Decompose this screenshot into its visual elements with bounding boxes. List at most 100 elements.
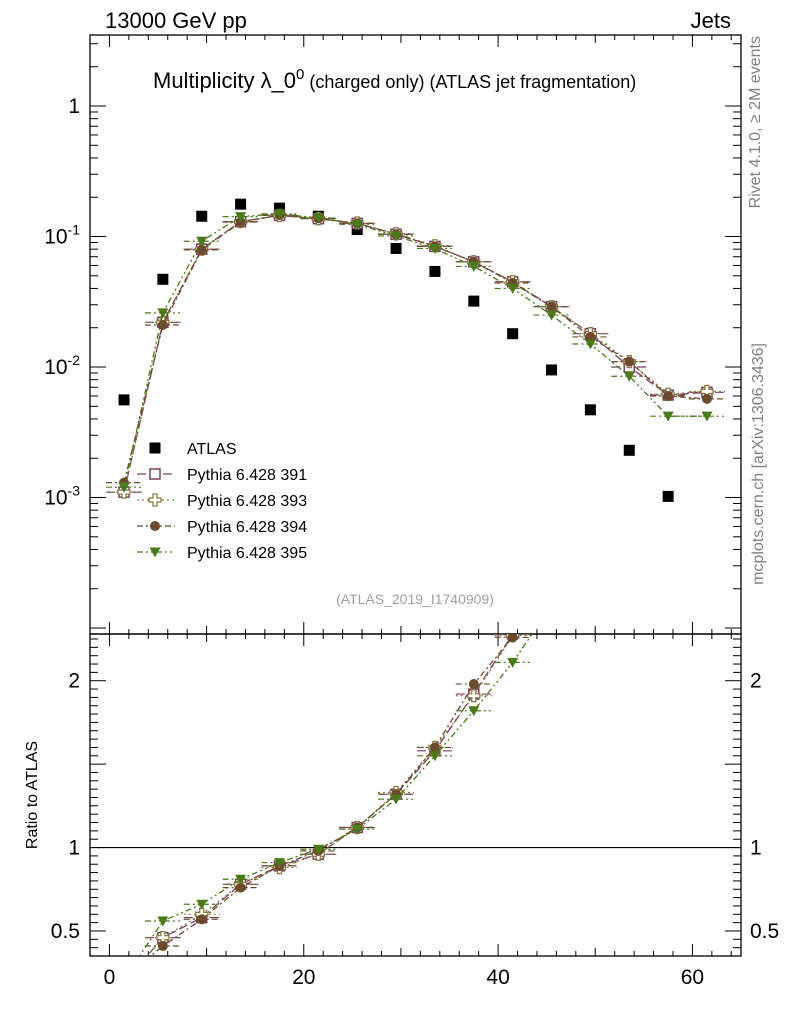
data-point-p395 (390, 231, 402, 242)
ratio-point-p394 (468, 679, 479, 690)
ratio-y-tick-label: 0.5 (51, 920, 80, 943)
legend-marker-p391 (149, 468, 161, 480)
x-tick-label: 0 (104, 966, 116, 989)
data-point-p395 (701, 411, 713, 422)
ratio-y-tick-label: 2 (68, 670, 80, 693)
data-point-data (273, 202, 285, 214)
data-point-p394 (663, 390, 674, 401)
ratio-point-p394 (429, 742, 440, 753)
ratio-series-group (118, 601, 557, 989)
data-point-data (118, 394, 130, 406)
ratio-point-p394 (119, 973, 129, 983)
data-point-data (507, 328, 519, 340)
data-point-p395 (468, 261, 480, 272)
collision-label: 13000 GeV pp (105, 8, 247, 33)
series-line-p395 (123, 213, 707, 488)
data-point-p395 (157, 308, 169, 319)
ratio-point-p395 (429, 751, 441, 762)
ratio-point-p395 (196, 899, 208, 910)
ratio-y-tick-label: 0.5 (750, 920, 779, 943)
ratio-line-p391 (146, 634, 514, 956)
legend-marker-p395 (149, 547, 161, 558)
ratio-panel-frame (89, 633, 742, 957)
chart-title-main: Multiplicity λ_0 (153, 68, 296, 93)
data-point-p395 (584, 339, 596, 350)
x-tick-label: 60 (681, 966, 704, 989)
axes-group: 0 20 40 60 10-3 10-2 10-1 1 0.5 0.5 1 1 2 2 (44, 35, 779, 989)
legend-marker-p394 (150, 521, 160, 531)
chart-title-sup: 0 (296, 66, 304, 83)
legend-label-p395: Pythia 6.428 395 (187, 545, 307, 562)
data-point-data (429, 265, 441, 277)
data-point-data (235, 198, 247, 210)
chart-title: Multiplicity λ_00 (charged only) (ATLAS … (153, 66, 636, 93)
data-point-p395 (429, 243, 441, 254)
ratio-y-axis-label: Ratio to ATLAS (24, 741, 41, 849)
data-point-data (390, 242, 402, 254)
y-tick-label: 1 (68, 95, 80, 118)
ratio-point-p394 (507, 634, 518, 643)
ratio-y-tick-label: 1 (750, 837, 762, 860)
data-point-data (546, 364, 558, 376)
ratio-point-p391 (119, 978, 129, 988)
legend-label-p394: Pythia 6.428 394 (187, 519, 307, 536)
ratio-y-tick-label: 1 (68, 837, 80, 860)
data-point-p395 (312, 213, 324, 224)
legend-label-p393: Pythia 6.428 393 (187, 493, 307, 510)
y-tick-label: 10-1 (44, 222, 80, 249)
y-tick-label: 10-3 (44, 483, 80, 510)
analysis-id: (ATLAS_2019_I1740909) (336, 591, 494, 607)
data-point-p395 (546, 310, 558, 321)
site-reference: mcplots.cern.ch [arXiv:1306.3436] (750, 343, 767, 585)
data-point-p395 (623, 371, 635, 382)
ratio-point-p395 (157, 916, 169, 927)
main-series-group (106, 198, 725, 502)
ratio-point-p394 (157, 940, 168, 951)
data-point-data (157, 273, 169, 285)
ratio-point-p395 (468, 706, 480, 717)
ratio-point-p393 (118, 977, 130, 989)
ratio-line-p395 (138, 634, 533, 956)
ratio-point-p395 (273, 858, 285, 869)
data-point-p395 (118, 482, 130, 493)
ratio-point-p395 (390, 794, 402, 805)
ratio-point-p395 (235, 874, 247, 885)
data-point-p394 (546, 301, 557, 312)
data-point-p395 (273, 209, 285, 220)
data-point-p395 (507, 283, 519, 294)
data-point-data (662, 490, 674, 502)
ratio-y-tick-label: 2 (750, 670, 762, 693)
data-point-p394 (157, 319, 168, 330)
data-point-data (468, 295, 480, 307)
data-point-p394 (624, 356, 635, 367)
y-tick-label: 10-2 (44, 352, 80, 379)
data-point-p394 (701, 393, 712, 404)
x-tick-label: 20 (292, 966, 315, 989)
series-line-p394 (123, 214, 708, 483)
legend: ATLAS Pythia 6.428 391 Pythia 6.428 393 Pyt… (137, 441, 307, 562)
data-point-p394 (585, 331, 596, 342)
category-label: Jets (691, 8, 731, 33)
data-point-data (584, 404, 596, 416)
data-point-p395 (196, 236, 208, 247)
ratio-point-p395 (119, 975, 130, 985)
ratio-point-p394 (196, 914, 207, 925)
legend-marker-p393 (148, 493, 162, 507)
chart-title-tail1: (charged only) (304, 72, 424, 92)
generator-info: Rivet 4.1.0, ≥ 2M events (747, 36, 764, 208)
legend-label-data: ATLAS (187, 441, 237, 458)
data-point-p395 (351, 219, 363, 230)
ratio-point-p395 (546, 601, 557, 611)
chart-title-tail2: (ATLAS jet fragmentation) (424, 72, 636, 92)
legend-marker-data (149, 442, 161, 454)
data-point-p395 (235, 212, 247, 223)
ratio-line-p393 (146, 635, 514, 956)
data-point-p394 (196, 244, 207, 255)
ratio-point-p394 (235, 882, 246, 893)
ratio-point-p395 (507, 657, 519, 668)
x-tick-label: 40 (486, 966, 509, 989)
data-point-data (623, 444, 635, 456)
data-point-data (196, 210, 208, 222)
data-point-p395 (662, 411, 674, 422)
